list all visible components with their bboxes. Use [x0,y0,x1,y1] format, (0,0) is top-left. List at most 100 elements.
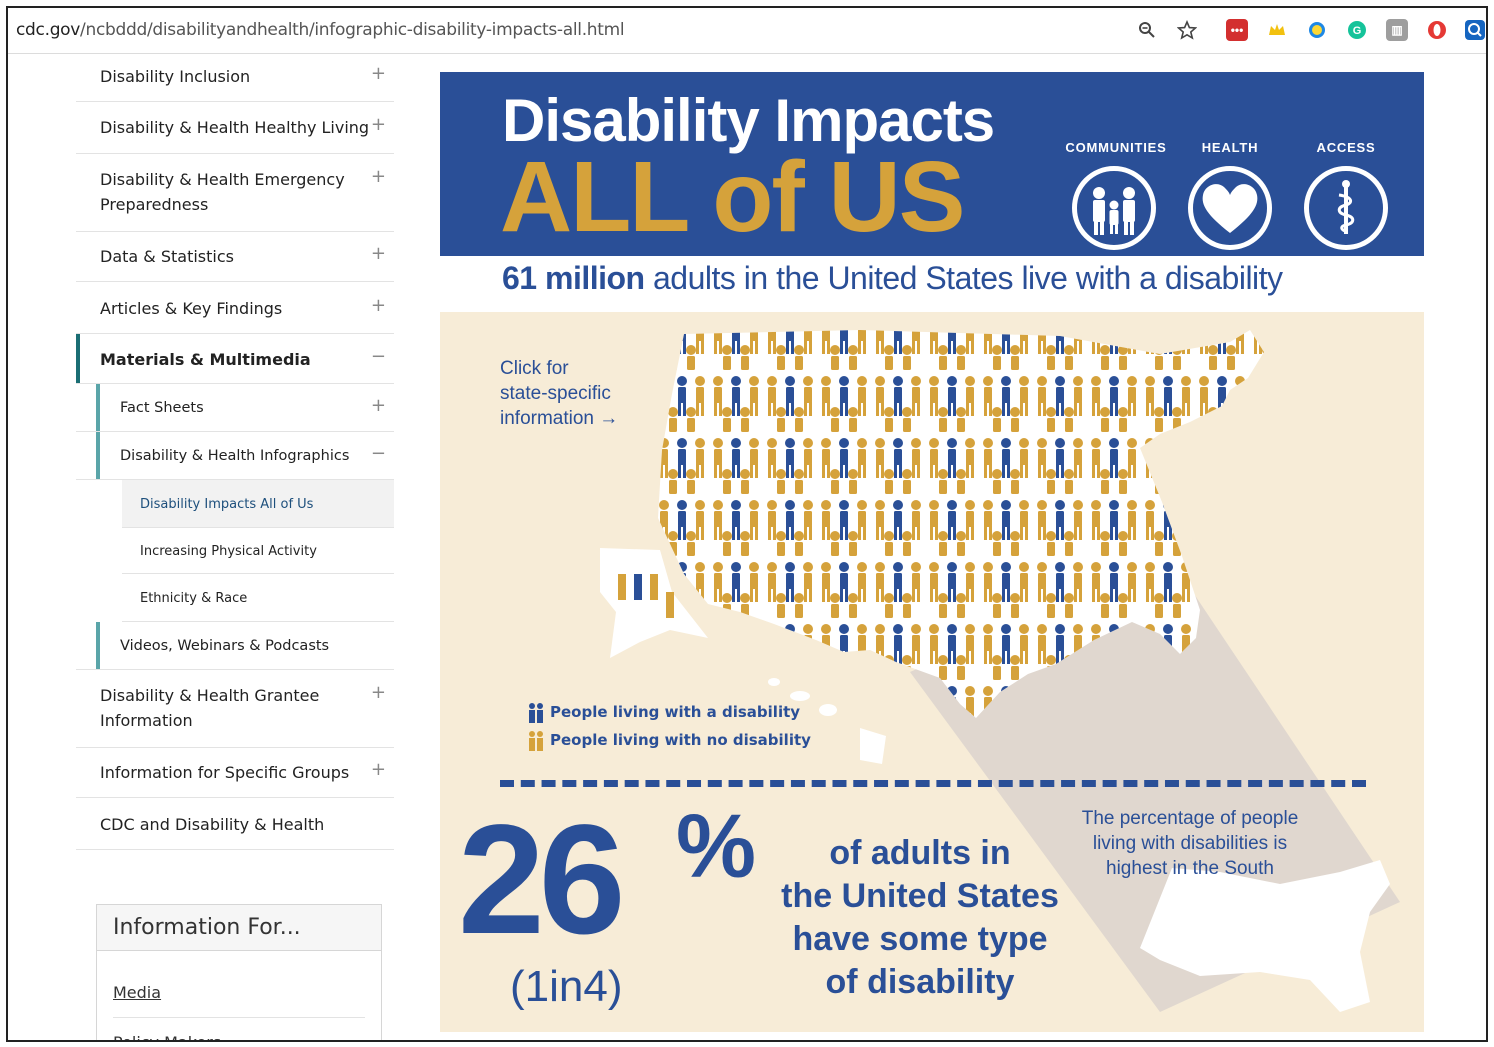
health-label: HEALTH [1201,140,1259,155]
hawaii-map[interactable] [768,678,886,764]
nav-item-label-line2: Preparedness [100,195,209,214]
nav-item-label: Data & Statistics [100,247,234,266]
expand-plus-icon[interactable]: + [370,114,386,135]
nav-item-emergency-preparedness[interactable]: Disability & Health Emergency Preparedne… [76,154,394,232]
extension-grey-icon[interactable]: ▥ [1386,19,1408,41]
extension-red-icon[interactable]: ••• [1226,19,1248,41]
infographic[interactable]: Disability Impacts ALL of US COMMUNITIES… [440,72,1424,1032]
url-domain: cdc.gov [16,20,81,40]
communities-label: COMMUNITIES [1065,140,1167,155]
sub-indicator [96,432,100,479]
zoom-icon[interactable] [1136,19,1158,41]
map-legend: People living with a disability People l… [526,700,811,756]
expand-plus-icon[interactable]: + [370,682,386,703]
nav-item-materials-multimedia[interactable]: Materials & Multimedia − [76,334,394,384]
dashed-divider [500,780,1366,787]
nav-item-videos-webinars[interactable]: Videos, Webinars & Podcasts [76,622,394,670]
extension-search-icon[interactable] [1464,19,1486,41]
nav-item-label: Disability Impacts All of Us [140,497,314,512]
adults-line3: have some type [792,920,1048,958]
click-text-line2: state-specific [500,383,611,404]
nav-item-label: Disability & Health Grantee [100,686,320,705]
nav-item-label: Ethnicity & Race [140,591,248,606]
url-text[interactable]: cdc.gov/ncbddd/disabilityandhealth/infog… [16,20,625,40]
headline-rest: adults in the United States live with a … [644,260,1283,296]
alaska-map[interactable] [600,548,708,658]
south-line3: highest in the South [1106,858,1274,879]
legend-no-disability: People living with no disability [526,728,811,756]
nav-item-ethnicity-race[interactable]: Ethnicity & Race [122,574,394,622]
us-map-people[interactable] [440,312,1424,1032]
policy-makers-link[interactable]: Policy Makers [113,1033,221,1040]
nav-item-label: Disability & Health Infographics [120,448,350,464]
media-link[interactable]: Media [113,983,162,1002]
infographic-map-panel: Click for state-specific information → [440,312,1424,1032]
nav-item-label: Disability & Health Healthy Living [100,118,370,137]
south-statement: The percentage of people living with dis… [1060,806,1320,881]
nav-item-label: Disability Inclusion [100,67,251,86]
extension-compass-icon[interactable] [1306,19,1328,41]
information-for-title: Information For... [97,905,381,951]
expand-plus-icon[interactable]: + [370,243,386,264]
address-bar[interactable]: cdc.gov/ncbddd/disabilityandhealth/infog… [8,8,1486,54]
nav-item-cdc-disability-health[interactable]: CDC and Disability & Health [76,798,394,850]
click-state-link[interactable]: Click for state-specific information → [500,356,618,431]
legend-disability: People living with a disability [526,700,811,728]
click-text-line3: information → [500,408,619,429]
legend-disability-label: People living with a disability [550,703,801,721]
nav-item-label: CDC and Disability & Health [100,815,325,834]
headline: 61 million adults in the United States l… [502,260,1283,297]
sub-indicator [96,622,100,669]
adults-statement: of adults in the United States have some… [770,832,1070,1004]
nav-item-label: Articles & Key Findings [100,299,283,318]
information-for-box: Information For... Media Policy Makers [96,904,382,1040]
nav-item-fact-sheets[interactable]: Fact Sheets + [76,384,394,432]
adults-line2: the United States [781,877,1059,915]
adults-line4: of disability [825,963,1015,1001]
expand-plus-icon[interactable]: + [370,295,386,316]
expand-plus-icon[interactable]: + [370,166,386,187]
nav-item-disability-impacts-all[interactable]: Disability Impacts All of Us [122,480,394,528]
nav-item-infographics[interactable]: Disability & Health Infographics − [76,432,394,480]
nav-item-label: Videos, Webinars & Podcasts [120,638,330,654]
left-nav-sidebar: Disability Inclusion + Disability & Heal… [76,54,394,1040]
bookmark-star-icon[interactable] [1176,19,1198,41]
nav-item-label-line2: Information [100,711,193,730]
collapse-minus-icon[interactable]: − [370,443,386,464]
expand-plus-icon[interactable]: + [370,759,386,780]
nav-item-physical-activity[interactable]: Increasing Physical Activity [122,528,394,574]
extension-crown-icon[interactable] [1266,19,1288,41]
nav-item-label: Materials & Multimedia [100,350,311,369]
big-percent-value: 26 [458,793,626,967]
nav-item-data-statistics[interactable]: Data & Statistics + [76,232,394,282]
ratio-text: (1in4) [510,962,623,1011]
south-line2: living with disabilities is [1092,833,1288,854]
nav-item-healthy-living[interactable]: Disability & Health Healthy Living + [76,102,394,154]
nav-item-disability-inclusion[interactable]: Disability Inclusion + [76,54,394,102]
nav-item-label: Fact Sheets [120,400,204,416]
opera-icon[interactable] [1426,19,1448,41]
communities-icon [1072,166,1156,250]
grammarly-icon[interactable]: G [1346,19,1368,41]
infographic-title-line1: Disability Impacts [502,87,995,154]
nav-item-label: Information for Specific Groups [100,763,350,782]
nav-item-grantee-information[interactable]: Disability & Health Grantee Information … [76,670,394,748]
divider [113,1017,365,1018]
infographic-banner: Disability Impacts ALL of US COMMUNITIES… [440,72,1424,256]
expand-plus-icon[interactable]: + [370,395,386,416]
nav-item-label: Increasing Physical Activity [140,544,317,559]
heart-icon [1188,166,1272,250]
south-line1: The percentage of people [1081,808,1299,829]
nav-item-label: Disability & Health Emergency [100,170,345,189]
legend-no-disability-label: People living with no disability [550,731,811,749]
headline-bold: 61 million [502,260,645,296]
nav-item-specific-groups[interactable]: Information for Specific Groups + [76,748,394,798]
south-region-map[interactable] [1140,860,1390,1012]
click-text-line1: Click for [500,358,569,379]
browser-window: cdc.gov/ncbddd/disabilityandhealth/infog… [6,6,1488,1042]
collapse-minus-icon[interactable]: − [370,346,386,367]
expand-plus-icon[interactable]: + [370,63,386,84]
svg-text:G: G [1353,25,1362,37]
nav-item-articles[interactable]: Articles & Key Findings + [76,282,394,334]
sub-indicator [96,384,100,431]
